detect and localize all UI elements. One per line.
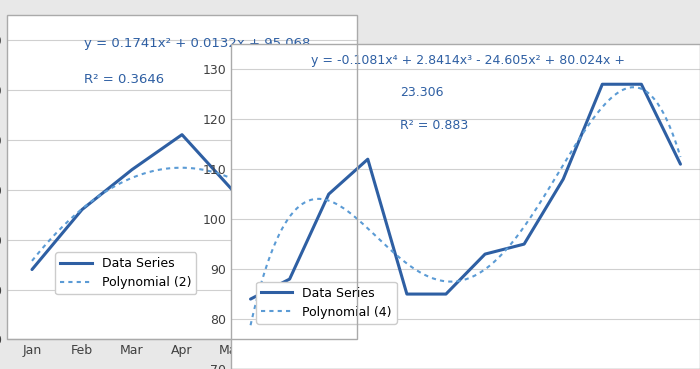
Text: y = -0.1081x⁴ + 2.8414x³ - 24.605x² + 80.024x +: y = -0.1081x⁴ + 2.8414x³ - 24.605x² + 80… [311,54,624,67]
Legend: Data Series, Polynomial (4): Data Series, Polynomial (4) [256,282,397,324]
Legend: Data Series, Polynomial (2): Data Series, Polynomial (2) [55,252,196,294]
Text: 23.306: 23.306 [400,86,443,100]
Text: R² = 0.883: R² = 0.883 [400,119,468,132]
Text: R² = 0.3646: R² = 0.3646 [84,73,164,86]
Text: y = 0.1741x² + 0.0132x + 95.068: y = 0.1741x² + 0.0132x + 95.068 [84,38,310,51]
